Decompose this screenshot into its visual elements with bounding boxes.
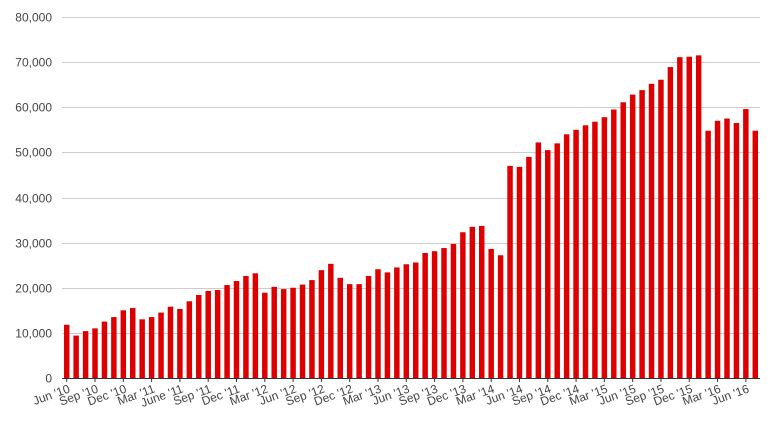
- bar: [252, 273, 259, 378]
- y-tick-label: 80,000: [15, 11, 52, 25]
- bar: [177, 308, 183, 378]
- bar: [196, 294, 202, 378]
- bar: [563, 134, 570, 378]
- bar: [290, 287, 296, 378]
- bar: [148, 317, 155, 378]
- y-tick-label: 60,000: [15, 101, 52, 115]
- bar: [337, 277, 343, 378]
- bar: [412, 262, 419, 378]
- bar: [309, 280, 315, 378]
- y-tick-label: 0: [45, 372, 52, 386]
- bar: [441, 248, 447, 378]
- bar: [752, 130, 759, 378]
- bar: [743, 109, 749, 378]
- bar: [686, 56, 692, 379]
- bar: [535, 142, 542, 378]
- bar: [356, 284, 362, 378]
- bar: [695, 55, 702, 379]
- bar: [101, 321, 108, 378]
- bar: [186, 301, 193, 378]
- bar: [139, 319, 145, 378]
- y-tick-label: 10,000: [15, 327, 52, 341]
- bar: [120, 310, 127, 378]
- bar: [705, 130, 711, 378]
- y-tick-label: 40,000: [15, 192, 52, 206]
- bar: [450, 243, 457, 378]
- bar: [328, 263, 334, 378]
- bar: [516, 166, 523, 378]
- bar: [677, 57, 683, 378]
- bar: [394, 267, 400, 378]
- bar: [262, 292, 268, 378]
- bar: [658, 79, 664, 378]
- bar: [280, 289, 287, 378]
- bar: [346, 284, 353, 378]
- bar: [111, 317, 117, 378]
- bar: [431, 251, 438, 378]
- bar: [130, 308, 136, 378]
- bar: [620, 102, 626, 378]
- bar: [724, 118, 730, 378]
- bar: [639, 90, 645, 378]
- bar: [545, 150, 551, 378]
- bar: [205, 290, 211, 378]
- bar: [582, 125, 589, 378]
- bar: [224, 285, 230, 378]
- bar: [601, 117, 608, 379]
- bar: [73, 335, 79, 378]
- bar: [158, 312, 164, 378]
- y-axis: 0 10,000 20,000 30,000 40,000 50,000 60,000 70,…: [15, 11, 52, 386]
- bar: [271, 286, 277, 378]
- bar: [243, 276, 249, 378]
- bar: [573, 129, 579, 378]
- bar: [629, 94, 636, 379]
- bar: [403, 264, 410, 378]
- y-tick-label: 50,000: [15, 146, 52, 160]
- bar: [733, 123, 740, 378]
- bar: [233, 280, 240, 378]
- gridlines: [62, 17, 760, 379]
- bar: [214, 290, 221, 378]
- bar: [365, 276, 372, 378]
- bar: [488, 248, 494, 378]
- y-tick-label: 20,000: [15, 282, 52, 296]
- bar: [714, 120, 721, 378]
- bar: [667, 67, 674, 378]
- bar: [611, 109, 617, 378]
- bar: [167, 306, 174, 378]
- bar: [469, 226, 476, 378]
- bar: [479, 225, 485, 378]
- y-tick-label: 70,000: [15, 56, 52, 70]
- bar: [82, 331, 89, 378]
- bar: [497, 255, 504, 378]
- bar: [63, 324, 70, 378]
- bar: [384, 272, 391, 378]
- bar: [375, 269, 381, 378]
- bar: [460, 232, 466, 378]
- bar: [648, 83, 655, 378]
- bar: [554, 143, 560, 378]
- bar: [318, 270, 325, 378]
- bar: [92, 328, 98, 378]
- bar: [507, 165, 513, 378]
- bar: [592, 121, 598, 378]
- y-tick-label: 30,000: [15, 237, 52, 251]
- bar: [422, 253, 428, 378]
- bar: [526, 156, 532, 378]
- bars: [63, 55, 759, 379]
- bar: [299, 284, 306, 378]
